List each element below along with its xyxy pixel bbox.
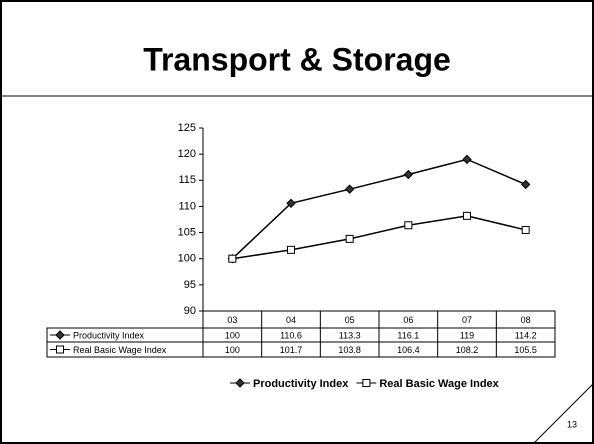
data-point xyxy=(403,169,414,180)
table-cell: 106.4 xyxy=(397,345,420,355)
legend-marker xyxy=(362,379,371,387)
x-tick-label: 08 xyxy=(521,315,531,325)
data-point xyxy=(462,154,472,165)
y-tick-label: 115 xyxy=(178,174,196,186)
x-tick-label: 07 xyxy=(462,315,472,325)
data-point xyxy=(287,245,295,254)
table-series-name: Productivity Index xyxy=(73,330,145,340)
series-line xyxy=(231,158,526,260)
table-cell: 116.1 xyxy=(397,330,419,340)
data-point xyxy=(344,184,355,194)
data-point xyxy=(404,221,413,230)
table-cell: 100 xyxy=(225,330,240,340)
data-point xyxy=(286,198,296,208)
legend: Productivity Index Real Basic Wage Index xyxy=(230,378,500,390)
data-table: 03 04 05 06 07 08 Productivity Index 100 110.6 11… xyxy=(46,310,556,358)
data-point xyxy=(521,225,530,234)
table-cell: 119 xyxy=(460,330,474,340)
legend-marker xyxy=(235,378,245,388)
table-cell: 114.2 xyxy=(515,330,537,340)
table-cell: 101.7 xyxy=(280,345,303,355)
slide-title: Transport & Storage xyxy=(143,41,451,77)
table-legend-marker xyxy=(55,330,65,340)
x-tick-label: 06 xyxy=(403,315,413,325)
table-cell: 110.6 xyxy=(280,330,302,340)
y-tick-label: 90 xyxy=(184,305,196,317)
page-number: 13 xyxy=(567,419,577,429)
data-point xyxy=(345,234,354,243)
x-tick-label: 04 xyxy=(286,315,296,325)
page-corner xyxy=(533,383,594,444)
table-cell: 105.5 xyxy=(514,345,537,355)
table-cell: 108.2 xyxy=(456,345,479,355)
y-tick-label: 110 xyxy=(178,200,196,212)
data-point xyxy=(463,211,471,220)
x-tick-label: 05 xyxy=(345,315,355,325)
y-tick-label: 100 xyxy=(178,253,196,265)
table-cell: 103.8 xyxy=(338,345,361,355)
table-series-name: Real Basic Wage Index xyxy=(73,345,167,355)
legend-label: Productivity Index xyxy=(253,378,349,390)
table-cell: 100 xyxy=(225,345,240,355)
data-point xyxy=(228,254,237,263)
legend-label: Real Basic Wage Index xyxy=(379,378,499,390)
table-legend-marker xyxy=(56,345,64,354)
table-cell: 113.3 xyxy=(339,330,361,340)
x-tick-label: 03 xyxy=(227,315,237,325)
y-tick-label: 105 xyxy=(178,226,196,238)
y-tick-label: 120 xyxy=(178,148,196,160)
series-line xyxy=(232,215,526,260)
data-point xyxy=(520,179,531,190)
y-tick-label: 95 xyxy=(184,279,196,291)
y-tick-label: 125 xyxy=(178,122,196,134)
